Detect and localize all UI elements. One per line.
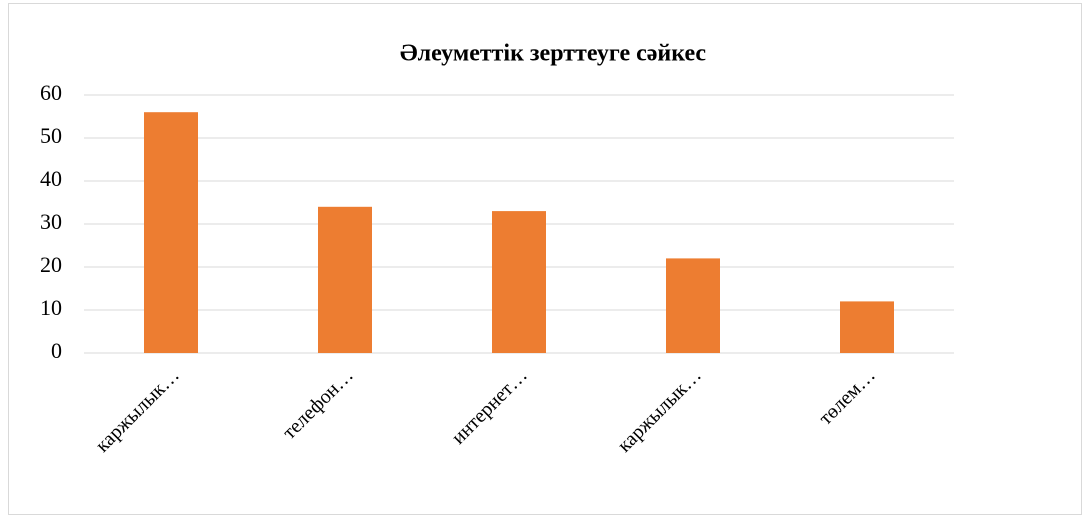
bar	[318, 206, 372, 353]
y-tick-label: 40	[40, 166, 62, 191]
bar	[840, 301, 894, 353]
y-tick-label: 50	[40, 123, 62, 148]
chart-title: Әлеуметтік зерттеуге сәйкес	[400, 41, 707, 67]
bar	[492, 211, 546, 353]
bar	[144, 112, 198, 353]
y-tick-label: 60	[40, 80, 62, 105]
y-tick-label: 20	[40, 252, 62, 277]
y-tick-label: 10	[40, 295, 62, 320]
y-tick-label: 30	[40, 209, 62, 234]
y-tick-label: 0	[51, 338, 62, 363]
bar	[666, 258, 720, 353]
